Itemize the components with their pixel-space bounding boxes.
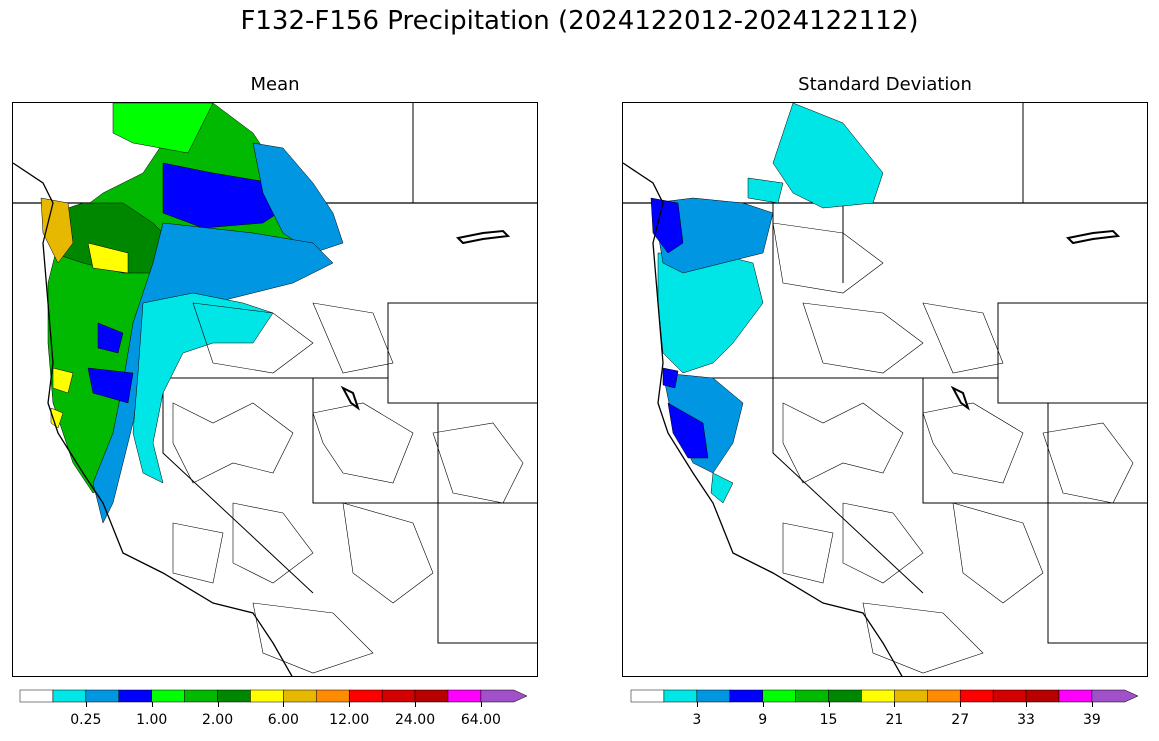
mean-region-lightblue (252, 142, 344, 254)
watershed-outlines (772, 222, 1134, 674)
mean-colorbar-label: 64.00 (460, 712, 501, 728)
mean-colorbar-tick (480, 702, 482, 707)
sd-map (622, 102, 1148, 677)
sd-colorbar-label: 39 (1082, 712, 1101, 728)
sd-colorbar-swatch (1025, 689, 1060, 703)
mean-colorbar-swatch (283, 689, 317, 703)
mean-colorbar-swatch (184, 689, 218, 703)
mean-colorbar-swatch (480, 689, 528, 703)
mean-colorbar-label: 12.00 (329, 712, 370, 728)
sd-colorbar-swatch (959, 689, 994, 703)
mean-map-svg (13, 103, 537, 676)
sd-colorbar-tick (894, 702, 896, 707)
sd-colorbar-label: 21 (885, 712, 904, 728)
mean-colorbar-label: 2.00 (201, 712, 234, 728)
sd-colorbar-swatch (828, 689, 862, 703)
mean-colorbar-swatch (151, 689, 185, 703)
sd-colorbar-label: 15 (819, 712, 838, 728)
lake (1065, 229, 1121, 245)
watershed-outlines (172, 302, 524, 674)
mean-colorbar-tick (217, 702, 219, 707)
sd-colorbar-tick (1026, 702, 1028, 707)
coastline (623, 162, 903, 676)
state-lines (663, 203, 1147, 644)
lake (455, 229, 511, 245)
mean-colorbar-swatch (52, 689, 87, 703)
sd-colorbar-swatch (1091, 689, 1139, 703)
mean-colorbar-swatch (348, 689, 383, 703)
sd-map-svg (623, 103, 1147, 676)
mean-map (12, 102, 538, 677)
sd-colorbar-swatch (894, 689, 928, 703)
mean-colorbar-swatch (118, 689, 152, 703)
mean-colorbar-tick (85, 702, 87, 707)
sd-colorbar-label: 9 (758, 712, 768, 728)
figure-title: F132-F156 Precipitation (2024122012-2024… (240, 6, 919, 36)
sd-colorbar-swatch (927, 689, 961, 703)
sd-panel-title: Standard Deviation (798, 74, 972, 95)
mean-colorbar-tick (349, 702, 351, 707)
mean-colorbar-tick (283, 702, 285, 707)
sd-colorbar-swatch (729, 689, 763, 703)
mean-colorbar-swatch (381, 689, 416, 703)
mean-colorbar-swatch (19, 689, 54, 703)
mean-colorbar-label: 6.00 (267, 712, 299, 728)
sd-colorbar-tick (762, 702, 764, 707)
sd-colorbar-swatch (1058, 689, 1093, 703)
mean-colorbar-tick (151, 702, 153, 707)
mean-colorbar-swatch (250, 689, 284, 703)
mean-colorbar-label: 0.25 (70, 712, 102, 728)
sd-colorbar-tick (960, 702, 962, 707)
sd-colorbar-label: 33 (1017, 712, 1035, 728)
sd-precip-areas (650, 103, 884, 504)
mean-region-gold (40, 197, 74, 264)
sd-colorbar-swatch (861, 689, 895, 703)
mean-colorbar-swatch (85, 689, 120, 703)
mean-colorbar-swatch (447, 689, 482, 703)
mean-colorbar-label: 24.00 (395, 712, 436, 728)
sd-colorbar-swatch (992, 689, 1027, 703)
coastline (13, 162, 293, 676)
mean-colorbar-swatch (217, 689, 251, 703)
sd-colorbar-tick (828, 702, 830, 707)
sd-colorbar-label: 27 (951, 712, 970, 728)
mean-region-cyan (132, 292, 274, 484)
sd-colorbar-swatch (762, 689, 796, 703)
sd-colorbar-swatch (630, 689, 665, 703)
mean-colorbar-swatch (316, 689, 350, 703)
sd-colorbar-tick (1091, 702, 1093, 707)
mean-colorbar-swatch (414, 689, 449, 703)
mean-precip-areas (40, 103, 344, 524)
sd-colorbar-label: 3 (692, 712, 702, 728)
mean-colorbar-svg (19, 689, 528, 703)
sd-colorbar-svg (630, 689, 1139, 703)
great-salt-lake (340, 385, 360, 411)
sd-colorbar-swatch (795, 689, 829, 703)
mean-panel-title: Mean (250, 74, 300, 95)
sd-colorbar-swatch (663, 689, 698, 703)
mean-colorbar-label: 1.00 (136, 712, 168, 728)
mean-colorbar-tick (415, 702, 417, 707)
sd-colorbar-swatch (696, 689, 731, 703)
sd-colorbar-tick (696, 702, 698, 707)
great-salt-lake (950, 385, 970, 411)
